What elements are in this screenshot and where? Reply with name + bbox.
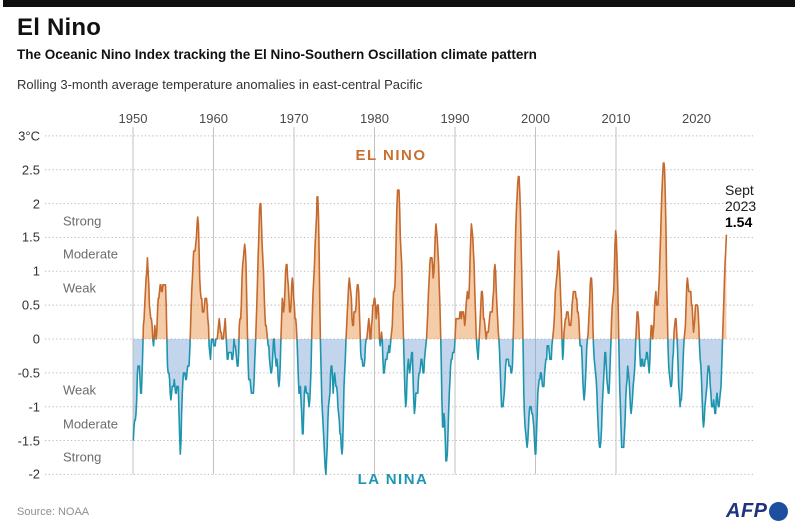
latest-value: 1.54 — [725, 214, 753, 230]
y-axis-tick-2.5: 2.5 — [21, 162, 40, 178]
x-axis-tick-1970: 1970 — [279, 111, 309, 126]
latest-value-annotation: Sept 2023 1.54 — [725, 182, 756, 230]
chart-description: Rolling 3-month average temperature anom… — [17, 77, 423, 92]
oni-chart: 1950 1960 1970 1980 1990 2000 2010 2020 3°C 2.5 2 1… — [0, 100, 800, 495]
latest-year: 2023 — [725, 198, 757, 214]
source-note: Source: NOAA — [17, 506, 90, 518]
x-axis-tick-2020: 2020 — [682, 111, 711, 126]
x-axis-tick-2010: 2010 — [601, 111, 631, 126]
y-axis-tick--1: -1 — [28, 399, 40, 415]
la-nina-line — [132, 339, 724, 476]
intensity-label-moderate-pos: Moderate — [63, 246, 118, 262]
x-axis-tick-1980: 1980 — [360, 111, 389, 126]
y-axis-tick--1.5: -1.5 — [17, 433, 40, 449]
y-axis-tick-1.5: 1.5 — [21, 229, 40, 245]
intensity-label-weak-pos: Weak — [63, 280, 96, 296]
y-axis-tick-0.5: 0.5 — [21, 297, 40, 313]
top-bar — [3, 0, 795, 7]
el-nino-line — [142, 162, 728, 339]
y-axis-tick--2: -2 — [28, 466, 40, 482]
afp-globe-icon — [768, 502, 788, 521]
chart-subtitle: The Oceanic Nino Index tracking the El N… — [17, 47, 537, 62]
afp-logo: AFP — [726, 500, 788, 523]
x-axis-tick-1960: 1960 — [199, 111, 228, 126]
chart-canvas — [45, 127, 753, 476]
la-nina-label: LA NINA — [357, 471, 429, 488]
intensity-label-weak-neg: Weak — [63, 382, 96, 398]
x-axis-tick-1990: 1990 — [440, 111, 470, 126]
intensity-label-moderate-neg: Moderate — [63, 416, 118, 432]
intensity-label-strong-pos: Strong — [63, 213, 102, 229]
y-axis-tick-3°C: 3°C — [18, 128, 40, 144]
latest-month: Sept — [725, 182, 754, 198]
y-axis-tick-0: 0 — [32, 331, 40, 347]
afp-logo-text: AFP — [726, 500, 768, 522]
y-axis-tick-2: 2 — [32, 196, 40, 212]
x-axis-tick-1950: 1950 — [118, 111, 148, 126]
el-nino-label: EL NINO — [355, 147, 427, 164]
intensity-label-strong-neg: Strong — [63, 449, 102, 465]
y-axis-tick--0.5: -0.5 — [17, 365, 40, 381]
y-axis-tick-1: 1 — [32, 263, 40, 279]
x-axis-tick-2000: 2000 — [521, 111, 550, 126]
page-title: El Nino — [17, 14, 102, 41]
